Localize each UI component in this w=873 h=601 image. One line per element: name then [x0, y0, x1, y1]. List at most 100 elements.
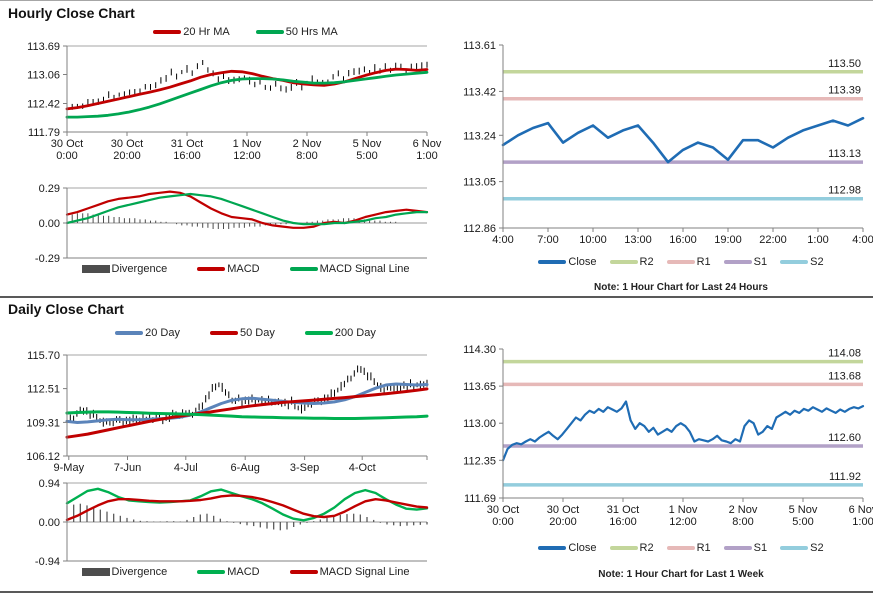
svg-text:19:00: 19:00: [714, 234, 742, 246]
legend-swatch: [81, 265, 110, 273]
legend-item-r1: R1: [666, 542, 711, 554]
svg-text:31 Oct: 31 Oct: [607, 504, 639, 516]
legend-item-close: Close: [538, 542, 597, 554]
svg-text:112.60: 112.60: [828, 432, 861, 444]
svg-text:0.94: 0.94: [39, 478, 60, 490]
legend-item-divergence: Divergence: [81, 566, 167, 578]
svg-text:20:00: 20:00: [549, 516, 577, 528]
divider-top: [0, 0, 873, 1]
svg-text:30 Oct: 30 Oct: [51, 138, 83, 150]
legend-label: R2: [639, 256, 654, 268]
svg-text:30 Oct: 30 Oct: [547, 504, 579, 516]
svg-text:7:00: 7:00: [537, 234, 558, 246]
daily-price-chart: 115.70 112.51 109.31 106.129-May 7-Jun 4-Jul 6…: [26, 350, 429, 474]
svg-text:0:00: 0:00: [56, 150, 77, 162]
legend-item-20-day: 20 Day: [115, 327, 180, 339]
svg-text:112.51: 112.51: [27, 384, 60, 396]
svg-text:6 Nov: 6 Nov: [413, 138, 442, 150]
svg-text:113.24: 113.24: [463, 130, 496, 142]
svg-text:6 Nov: 6 Nov: [849, 504, 873, 516]
svg-text:8:00: 8:00: [732, 516, 753, 528]
daily-pivot-chart: 114.08 113.68 112.60 111.92 114.30 113.65 113.…: [463, 344, 873, 528]
legend-swatch: [289, 267, 318, 271]
svg-text:16:00: 16:00: [609, 516, 637, 528]
svg-text:113.39: 113.39: [828, 85, 861, 97]
daily-ma-legend: 20 Day 50 Day 200 Day: [15, 327, 440, 339]
svg-text:111.79: 111.79: [28, 127, 60, 139]
legend-item-close: Close: [538, 256, 597, 268]
svg-text:4:00: 4:00: [852, 234, 873, 246]
svg-text:112.35: 112.35: [463, 455, 496, 467]
legend-item-macd: MACD: [197, 263, 260, 275]
legend-swatch: [723, 260, 752, 264]
svg-text:6-Aug: 6-Aug: [231, 462, 260, 474]
legend-label: MACD: [227, 263, 260, 275]
legend-label: 200 Day: [334, 327, 376, 339]
legend-label: 50 Hrs MA: [285, 26, 338, 38]
svg-text:0:00: 0:00: [492, 516, 513, 528]
hourly-note: Note: 1 Hour Chart for Last 24 Hours: [594, 282, 768, 293]
svg-text:5 Nov: 5 Nov: [353, 138, 382, 150]
daily-section-title: Daily Close Chart: [8, 301, 124, 317]
legend-swatch: [210, 331, 238, 335]
hourly-pivot-legend: Close R2 R1 S1 S2: [443, 256, 873, 268]
svg-text:115.70: 115.70: [27, 350, 60, 362]
legend-item-s1: S1: [723, 256, 767, 268]
legend-label: R1: [696, 256, 711, 268]
svg-text:113.05: 113.05: [463, 177, 496, 189]
legend-item-macd: MACD: [197, 566, 260, 578]
svg-text:5:00: 5:00: [356, 150, 377, 162]
legend-label: Divergence: [111, 263, 168, 275]
legend-swatch: [666, 546, 695, 550]
svg-text:113.00: 113.00: [463, 418, 496, 430]
legend-item-r1: R1: [666, 256, 711, 268]
svg-text:0.00: 0.00: [39, 218, 60, 230]
legend-label: 50 Day: [240, 327, 275, 339]
svg-text:106.12: 106.12: [26, 451, 60, 463]
svg-text:0.29: 0.29: [39, 183, 60, 195]
legend-swatch: [538, 260, 567, 264]
svg-text:20:00: 20:00: [113, 150, 141, 162]
svg-text:4-Oct: 4-Oct: [349, 462, 376, 474]
legend-swatch: [723, 546, 752, 550]
svg-text:12:00: 12:00: [669, 516, 697, 528]
legend-item-s2: S2: [780, 542, 824, 554]
svg-text:12:00: 12:00: [233, 150, 261, 162]
divider-bottom: [0, 591, 873, 593]
svg-text:2 Nov: 2 Nov: [729, 504, 758, 516]
svg-text:-0.94: -0.94: [35, 556, 60, 568]
svg-text:16:00: 16:00: [173, 150, 201, 162]
legend-swatch: [197, 570, 226, 574]
svg-text:13:00: 13:00: [624, 234, 652, 246]
hourly-pivot-chart: 113.50 113.39 113.13 112.98 113.61 113.42 113.…: [463, 40, 873, 246]
svg-text:113.42: 113.42: [463, 86, 496, 98]
svg-text:1 Nov: 1 Nov: [233, 138, 262, 150]
legend-item-macd-signal-line: MACD Signal Line: [289, 263, 409, 275]
legend-label: MACD Signal Line: [319, 566, 410, 578]
svg-text:1:00: 1:00: [852, 516, 873, 528]
legend-label: Close: [568, 256, 597, 268]
legend-swatch: [81, 568, 110, 576]
legend-item-s1: S1: [723, 542, 767, 554]
legend-swatch: [666, 260, 695, 264]
legend-label: 20 Day: [145, 327, 180, 339]
legend-label: R1: [696, 542, 711, 554]
svg-text:113.06: 113.06: [27, 70, 60, 82]
svg-text:113.68: 113.68: [828, 370, 861, 382]
legend-swatch: [289, 570, 318, 574]
daily-pivot-legend: Close R2 R1 S1 S2: [443, 542, 873, 554]
svg-text:109.31: 109.31: [26, 417, 60, 429]
svg-text:1:00: 1:00: [807, 234, 828, 246]
svg-text:16:00: 16:00: [669, 234, 697, 246]
svg-text:1:00: 1:00: [416, 150, 437, 162]
legend-item-s2: S2: [780, 256, 824, 268]
legend-label: Close: [568, 542, 597, 554]
legend-swatch: [153, 30, 182, 34]
legend-swatch: [255, 30, 284, 34]
legend-swatch: [609, 546, 638, 550]
svg-text:9-May: 9-May: [54, 462, 85, 474]
legend-label: 20 Hr MA: [183, 26, 230, 38]
daily-macd-chart: 0.94 0.00 -0.94: [35, 478, 429, 568]
svg-text:30 Oct: 30 Oct: [111, 138, 143, 150]
